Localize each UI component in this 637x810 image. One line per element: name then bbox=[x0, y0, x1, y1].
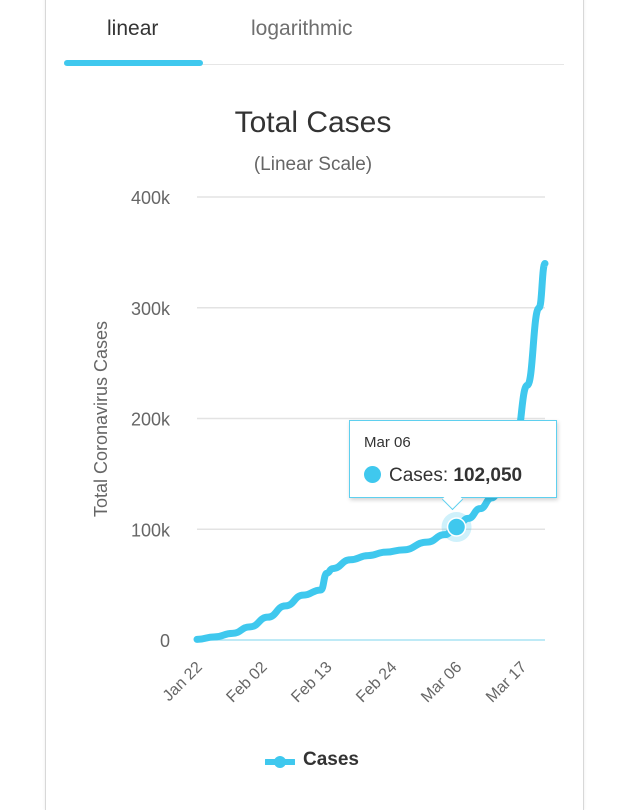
x-tick-label: Feb 02 bbox=[223, 659, 270, 706]
tooltip-series-label: Cases: bbox=[389, 465, 449, 486]
tab-logarithmic[interactable]: logarithmic bbox=[251, 14, 353, 44]
tooltip-date: Mar 06 bbox=[364, 434, 411, 451]
tooltip-row: Cases: 102,050 bbox=[364, 465, 522, 487]
legend-swatch-icon bbox=[265, 756, 295, 768]
chart-subtitle: (Linear Scale) bbox=[254, 154, 372, 175]
x-tick-label: Jan 22 bbox=[160, 659, 206, 705]
chart-title: Total Cases bbox=[235, 106, 392, 139]
x-tick-label: Feb 13 bbox=[288, 659, 335, 706]
active-tab-indicator bbox=[64, 60, 203, 66]
y-tick-label: 400k bbox=[131, 188, 171, 208]
y-tick-label: 200k bbox=[131, 410, 171, 430]
y-tick-label: 100k bbox=[131, 520, 171, 540]
tab-linear[interactable]: linear bbox=[107, 14, 158, 44]
x-tick-label: Feb 24 bbox=[353, 659, 400, 706]
x-tick-label: Mar 06 bbox=[418, 659, 465, 706]
tooltip-series-dot bbox=[364, 466, 381, 483]
chart-card bbox=[45, 0, 584, 810]
y-tick-label: 300k bbox=[131, 299, 171, 319]
highlight-point bbox=[446, 517, 467, 537]
y-axis-label: Total Coronavirus Cases bbox=[91, 321, 111, 517]
tooltip-value: 102,050 bbox=[453, 465, 523, 486]
y-tick-label: 0 bbox=[160, 631, 170, 651]
x-tick-label: Mar 17 bbox=[483, 659, 530, 706]
data-tooltip: Mar 06 Cases: 102,050 bbox=[349, 420, 557, 498]
scale-tabs: linear logarithmic bbox=[64, 0, 564, 66]
legend-label: Cases bbox=[303, 749, 359, 770]
